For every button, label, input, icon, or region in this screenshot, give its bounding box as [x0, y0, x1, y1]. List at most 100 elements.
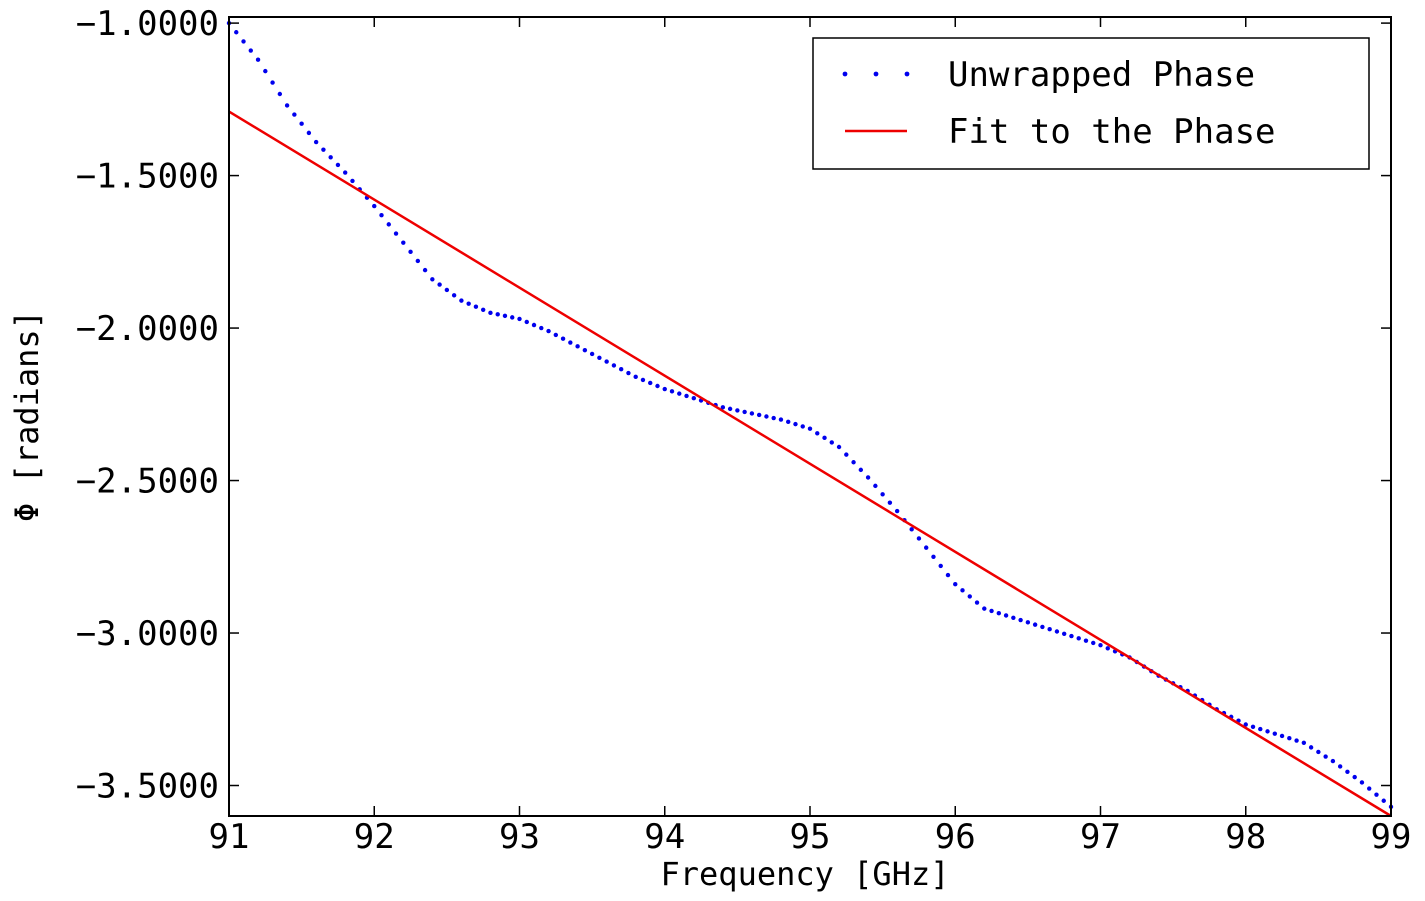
legend-marker-unwrapped-phase — [842, 71, 910, 77]
unwrapped-phase-point — [938, 563, 943, 569]
unwrapped-phase-point — [263, 68, 268, 74]
unwrapped-phase-point — [372, 203, 377, 209]
unwrapped-phase-point — [1032, 622, 1038, 627]
unwrapped-phase-point — [1323, 754, 1328, 759]
legend-label-fit-to-the-phase: Fit to the Phase — [948, 112, 1276, 152]
unwrapped-phase-point — [553, 332, 559, 338]
unwrapped-phase-point — [321, 147, 326, 152]
unwrapped-phase-point — [648, 380, 653, 386]
unwrapped-phase-point — [1301, 740, 1307, 746]
x-tick-label: 94 — [644, 817, 685, 857]
fit-to-the-phase-line — [228, 110, 1392, 818]
unwrapped-phase-point — [735, 408, 740, 413]
unwrapped-phase-point — [1374, 792, 1379, 797]
unwrapped-phase-point — [640, 377, 646, 383]
unwrapped-phase-point — [284, 103, 290, 108]
unwrapped-phase-point — [669, 389, 675, 394]
legend-dot — [904, 71, 910, 77]
unwrapped-phase-point — [299, 121, 304, 126]
unwrapped-phase-point — [815, 431, 820, 436]
legend-dot — [873, 71, 879, 77]
unwrapped-phase-point — [343, 170, 348, 175]
unwrapped-phase-point — [1069, 633, 1074, 639]
y-tick-label: −1.5000 — [76, 157, 219, 197]
unwrapped-phase-point — [742, 409, 747, 415]
unwrapped-phase-point — [967, 594, 972, 599]
unwrapped-phase-point — [894, 508, 900, 514]
unwrapped-phase-point — [974, 600, 980, 605]
unwrapped-phase-point — [1025, 620, 1031, 625]
unwrapped-phase-point — [393, 231, 399, 236]
unwrapped-phase-point — [1272, 731, 1278, 736]
unwrapped-phase-point — [800, 424, 805, 429]
unwrapped-phase-point — [778, 417, 784, 422]
unwrapped-phase-point — [1345, 769, 1350, 774]
unwrapped-phase-point — [916, 536, 922, 541]
unwrapped-phase-point — [953, 582, 958, 587]
unwrapped-phase-point — [502, 313, 508, 319]
unwrapped-phase-point — [909, 527, 914, 532]
unwrapped-phase-point — [1061, 631, 1067, 636]
unwrapped-phase-point — [880, 492, 885, 497]
unwrapped-phase-point — [531, 322, 537, 328]
unwrapped-phase-point — [1003, 613, 1009, 618]
plot-frame — [228, 16, 1392, 817]
unwrapped-phase-point — [924, 545, 929, 550]
unwrapped-phase-point — [488, 310, 493, 316]
unwrapped-phase-point — [430, 277, 435, 282]
unwrapped-phase-point — [749, 411, 755, 416]
unwrapped-phase-point — [248, 48, 253, 53]
unwrapped-phase-point — [1381, 798, 1386, 803]
unwrapped-phase-point — [1091, 640, 1096, 646]
unwrapped-phase-point — [313, 139, 319, 145]
unwrapped-phase-point — [989, 608, 994, 614]
unwrapped-phase-point — [844, 452, 849, 457]
x-tick-label: 98 — [1225, 817, 1266, 857]
unwrapped-phase-point — [444, 287, 450, 293]
unwrapped-phase-point — [1367, 786, 1372, 791]
unwrapped-phase-point — [546, 328, 551, 334]
unwrapped-phase-point — [517, 316, 522, 322]
unwrapped-phase-point — [604, 359, 609, 364]
unwrapped-phase-point — [1047, 627, 1052, 632]
unwrapped-phase-point — [727, 406, 733, 412]
unwrapped-phase-point — [807, 426, 813, 431]
unwrapped-phase-point — [720, 405, 726, 410]
unwrapped-phase-point — [480, 307, 486, 312]
unwrapped-phase-point — [422, 267, 428, 273]
x-tick-label: 93 — [499, 817, 540, 857]
unwrapped-phase-point — [960, 588, 965, 593]
x-axis-title: Frequency [GHz] — [661, 855, 950, 893]
unwrapped-phase-point — [764, 414, 769, 419]
unwrapped-phase-point — [771, 415, 776, 421]
unwrapped-phase-point — [415, 258, 421, 264]
unwrapped-phase-point — [379, 213, 384, 218]
unwrapped-phase-point — [1279, 733, 1285, 739]
unwrapped-phase-point — [1265, 729, 1270, 734]
y-tick-label: −3.0000 — [76, 614, 219, 654]
unwrapped-phase-point — [277, 91, 283, 97]
unwrapped-phase-point — [1011, 615, 1016, 620]
unwrapped-phase-point — [1250, 724, 1256, 729]
unwrapped-phase-point — [873, 483, 878, 489]
unwrapped-phase-point — [1308, 745, 1314, 750]
unwrapped-phase-point — [858, 467, 864, 473]
unwrapped-phase-point — [1098, 643, 1103, 648]
unwrapped-phase-point — [786, 419, 791, 425]
unwrapped-phase-point — [1337, 764, 1343, 769]
unwrapped-phase-point — [306, 130, 312, 136]
unwrapped-phase-point — [466, 301, 471, 306]
unwrapped-phase-point — [836, 444, 842, 450]
legend-label-unwrapped-phase: Unwrapped Phase — [948, 55, 1255, 95]
unwrapped-phase-point — [829, 440, 834, 445]
unwrapped-phase-point — [437, 282, 442, 287]
unwrapped-phase-point — [633, 374, 638, 380]
unwrapped-phase-point — [626, 370, 631, 376]
y-tick-label: −2.5000 — [76, 462, 219, 502]
unwrapped-phase-point — [524, 319, 529, 325]
x-tick-label: 91 — [209, 817, 250, 857]
unwrapped-phase-point — [1040, 624, 1045, 630]
unwrapped-phase-point — [386, 222, 391, 227]
unwrapped-phase-point — [350, 178, 355, 184]
